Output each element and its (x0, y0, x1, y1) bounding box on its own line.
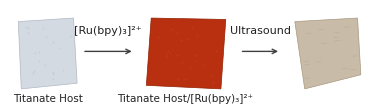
Text: Titanate Host/[Ru(bpy)₃]²⁺: Titanate Host/[Ru(bpy)₃]²⁺ (117, 94, 253, 104)
Polygon shape (146, 18, 226, 89)
Text: [Ru(bpy)₃]²⁺: [Ru(bpy)₃]²⁺ (74, 26, 142, 36)
Text: Ultrasound: Ultrasound (230, 26, 291, 36)
Polygon shape (18, 18, 77, 89)
Text: Titanate Host: Titanate Host (13, 94, 83, 104)
Polygon shape (295, 18, 361, 89)
